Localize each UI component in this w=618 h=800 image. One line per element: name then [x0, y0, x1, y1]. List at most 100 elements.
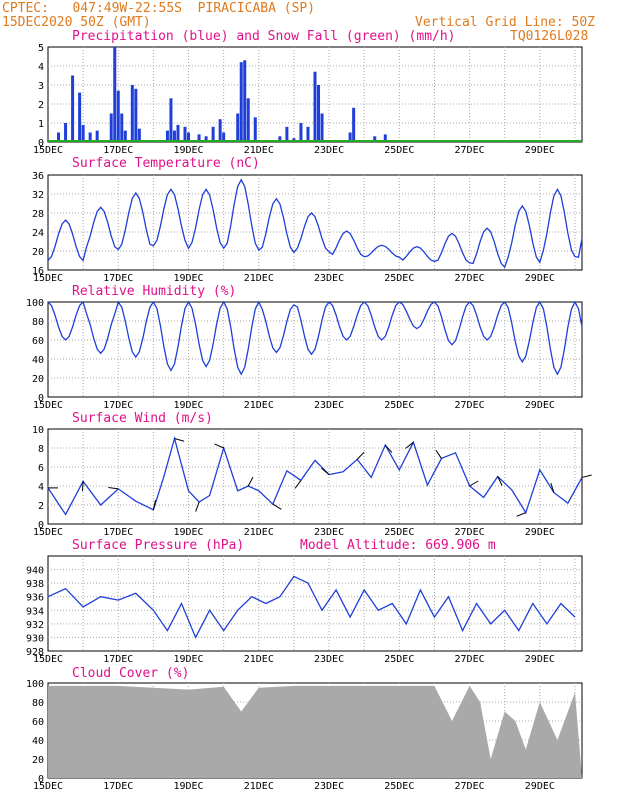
precip-bar [236, 113, 240, 142]
precip-bar [211, 126, 215, 142]
rh-xtick-label: 23DEC [314, 400, 344, 411]
wind-arrow [272, 503, 282, 510]
temp-ytick-label: 20 [32, 247, 44, 258]
rh-xtick-label: 25DEC [384, 400, 414, 411]
wind-xtick-label: 23DEC [314, 527, 344, 538]
precip-bar [137, 128, 141, 142]
pressure-xtick-label: 21DEC [244, 654, 274, 665]
pressure-frame [47, 555, 583, 652]
wind-arrow [152, 499, 156, 510]
precip-bar [57, 132, 61, 142]
pressure-ytick-label: 936 [26, 593, 44, 604]
precip-bar [95, 130, 99, 142]
rh-xtick-label: 15DEC [33, 400, 63, 411]
header-date: 15DEC2020 50Z (GMT) [2, 15, 151, 30]
rh-xtick-label: 29DEC [525, 400, 555, 411]
wind-xtick-label: 21DEC [244, 527, 274, 538]
precip-bar [218, 119, 222, 142]
precip-bar [183, 126, 187, 142]
wind-arrow [435, 449, 442, 459]
precip-bar [253, 117, 257, 142]
precip-bar [222, 132, 226, 142]
rh-ytick-label: 80 [32, 317, 44, 328]
precip-ytick-label: 1 [38, 119, 44, 130]
precip-bar [239, 62, 243, 143]
temp-ytick-label: 28 [32, 209, 44, 220]
wind-arrow [581, 474, 592, 478]
temp-ytick-label: 32 [32, 190, 44, 201]
temp-ytick-label: 36 [32, 171, 44, 182]
temp-xtick-label: 17DEC [103, 273, 133, 284]
wind-arrow [469, 480, 479, 487]
precip-bar [109, 113, 113, 142]
precip-ytick-label: 4 [38, 62, 44, 73]
cloud-xtick-label: 27DEC [455, 781, 485, 792]
temp-xtick-label: 15DEC [33, 273, 63, 284]
header-model-id: TQ0126L028 [510, 29, 588, 44]
wind-ytick-label: 6 [38, 463, 44, 474]
precip-bar [313, 71, 317, 142]
precip-bar [78, 92, 82, 142]
pressure-xtick-label: 15DEC [33, 654, 63, 665]
precip-bar [197, 134, 201, 142]
precip-xtick-label: 23DEC [314, 145, 344, 156]
precip-xtick-label: 21DEC [244, 145, 274, 156]
precip-bar [187, 132, 191, 142]
wind-xtick-label: 19DEC [173, 527, 203, 538]
precip-bar [71, 75, 75, 142]
precip-xtick-label: 17DEC [103, 145, 133, 156]
cloud-xtick-label: 21DEC [244, 781, 274, 792]
pressure-ytick-label: 934 [26, 606, 44, 617]
precip-bar [64, 123, 68, 142]
rh-line [47, 300, 583, 376]
precip-bar [134, 88, 138, 142]
pressure-ytick-label: 938 [26, 579, 44, 590]
precip-bar [285, 126, 289, 142]
temp-xtick-label: 25DEC [384, 273, 414, 284]
pressure-xtick-label: 17DEC [103, 654, 133, 665]
precip-bar [243, 60, 247, 142]
wind-arrow [247, 476, 254, 487]
precip-bar [383, 134, 387, 142]
pressure-line [47, 575, 576, 639]
wind-ytick-label: 10 [32, 425, 44, 436]
pressure-xtick-label: 23DEC [314, 654, 344, 665]
temp-ytick-label: 16 [32, 266, 44, 277]
wind-arrow [516, 512, 526, 517]
cloud-ytick-label: 40 [32, 736, 44, 747]
wind-arrow [356, 451, 365, 460]
precip-bar [176, 124, 180, 142]
precip-bar [320, 113, 324, 142]
precip-bar [317, 85, 321, 142]
precip-ytick-label: 2 [38, 100, 44, 111]
cloud-xtick-label: 29DEC [525, 781, 555, 792]
cloud-xtick-label: 15DEC [33, 781, 63, 792]
cloud-xtick-label: 19DEC [173, 781, 203, 792]
precip-xtick-label: 27DEC [455, 145, 485, 156]
pressure-xtick-label: 29DEC [525, 654, 555, 665]
temp-xtick-label: 19DEC [173, 273, 203, 284]
precip-bar [278, 136, 282, 142]
temp-line [47, 178, 583, 269]
cloud-title: Cloud Cover (%) [72, 666, 189, 681]
header-location: CPTEC: 047:49W-22:55S PIRACICABA (SP) [2, 1, 315, 16]
precip-xtick-label: 25DEC [384, 145, 414, 156]
cloud-ytick-label: 0 [38, 774, 44, 785]
wind-xtick-label: 17DEC [103, 527, 133, 538]
precip-bar [352, 107, 356, 142]
temp-xtick-label: 21DEC [244, 273, 274, 284]
wind-arrow [214, 443, 224, 449]
wind-arrow [174, 438, 185, 442]
pressure-ytick-label: 932 [26, 620, 44, 631]
wind-xtick-label: 15DEC [33, 527, 63, 538]
wind-arrow [294, 480, 302, 489]
pressure-title: Surface Pressure (hPa) [72, 538, 244, 553]
wind-title: Surface Wind (m/s) [72, 411, 213, 426]
rh-xtick-label: 19DEC [173, 400, 203, 411]
pressure-ytick-label: 928 [26, 647, 44, 658]
pressure-ytick-label: 930 [26, 633, 44, 644]
precip-bar [204, 136, 208, 142]
wind-arrow [405, 441, 414, 449]
wind-arrow [384, 444, 393, 453]
